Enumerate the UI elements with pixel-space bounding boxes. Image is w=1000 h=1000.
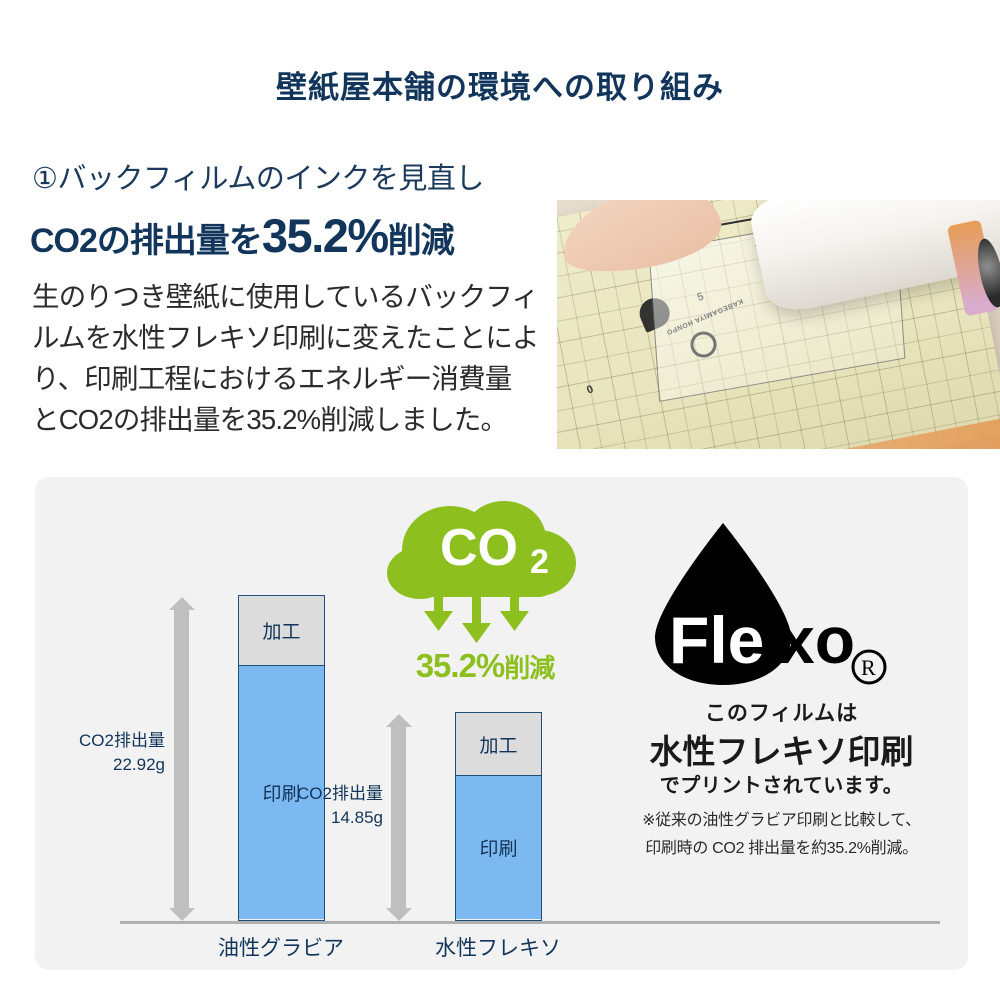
co2-cloud-icon: CO 2: [387, 501, 576, 643]
flexo-certification-block: Fle xo R このフィルムは 水性フレキソ印刷 でプリントされています。 ※…: [595, 497, 968, 957]
measure-arrow-gravure-icon: [174, 609, 189, 909]
co2-subscript: 2: [530, 543, 549, 581]
headline-prefix: CO2の排出量を: [30, 222, 263, 260]
body-copy-line: とCO2の排出量を35.2%削減しました。: [32, 404, 508, 435]
co2-cloud-graphic: CO 2 35.2%削減: [380, 495, 590, 685]
total-label-prefix: CO2排出量: [297, 784, 383, 803]
body-copy-line: ルムを水性フレキソ印刷に変えたことによ: [32, 322, 540, 353]
flexo-note-line: ※従来の油性グラビア印刷と比較して、: [642, 812, 921, 829]
flexo-logo-text-inner: Fle: [669, 603, 764, 677]
flexo-caption-3: でプリントされています。: [659, 775, 904, 797]
co2-reduction-text: 35.2%削減: [380, 647, 590, 685]
body-copy-line: り、印刷工程におけるエネルギー消費量: [32, 363, 512, 394]
product-photo: KABEGAMIYA HONPO 0 5 10 15: [557, 200, 1000, 449]
total-label-flexo: CO2排出量 14.85g: [243, 782, 383, 830]
lead-heading: ①バックフィルムのインクを見直し: [32, 163, 484, 195]
ink-drop-icon: Fle xo R: [655, 523, 887, 685]
headline-suffix: 削減: [387, 222, 455, 260]
co2-cloud-label: CO: [440, 519, 518, 577]
svg-text:R: R: [861, 655, 876, 680]
total-label-gravure: CO2排出量 22.92g: [25, 729, 165, 777]
co2-reduction-unit: 削減: [504, 653, 555, 683]
flexo-caption-1: このフィルムは: [704, 702, 859, 725]
comparison-panel: 加工 印刷 加工 印刷 CO2排出量 22.92g CO2排出量 14.85g …: [35, 477, 968, 970]
headline: CO2の排出量を35.2%削減: [30, 208, 570, 263]
registered-mark-icon: R: [851, 649, 887, 685]
total-label-value: 14.85g: [331, 808, 383, 827]
chart-baseline-axis: [120, 921, 940, 924]
flexo-caption-2: 水性フレキソ印刷: [649, 733, 914, 770]
flexo-note-line: 印刷時の CO2 排出量を約35.2%削減。: [645, 840, 918, 857]
category-label-gravure: 油性グラビア: [218, 937, 344, 960]
body-copy-line: 生のりつき壁紙に使用しているバックフィ: [32, 281, 539, 312]
total-label-prefix: CO2排出量: [79, 731, 165, 750]
flexo-note: ※従来の油性グラビア印刷と比較して、 印刷時の CO2 排出量を約35.2%削減…: [595, 807, 968, 863]
page-title: 壁紙屋本舗の環境への取り組み: [276, 70, 724, 105]
bar-flexo: 加工 印刷: [455, 712, 542, 921]
co2-bar-chart: 加工 印刷 加工 印刷 CO2排出量 22.92g CO2排出量 14.85g …: [35, 477, 940, 970]
category-label-flexo: 水性フレキソ: [435, 937, 561, 960]
body-copy: 生のりつき壁紙に使用しているバックフィ ルムを水性フレキソ印刷に変えたことによ …: [32, 276, 552, 440]
total-label-value: 22.92g: [113, 755, 165, 774]
measure-arrow-flexo-icon: [391, 726, 406, 909]
headline-highlight: 35.2%: [261, 209, 389, 262]
co2-reduction-value: 35.2%: [415, 647, 506, 684]
flexo-logo-text-outer: xo: [778, 603, 855, 677]
bar-segment-printing: 印刷: [456, 776, 541, 919]
bar-segment-printing: 印刷: [239, 666, 324, 919]
bar-gravure: 加工 印刷: [238, 595, 325, 921]
bar-segment-processing: 加工: [456, 713, 541, 776]
bar-segment-processing: 加工: [239, 596, 324, 666]
flexo-logo: Fle xo R: [595, 515, 968, 685]
